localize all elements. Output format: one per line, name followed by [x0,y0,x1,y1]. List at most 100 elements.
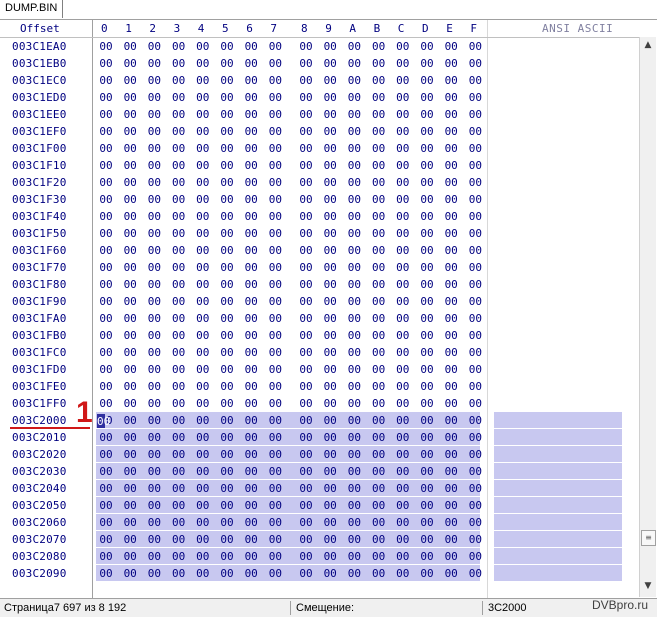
hex-byte[interactable]: 00 [147,448,162,461]
hex-byte[interactable]: 00 [371,210,386,223]
hex-byte[interactable]: 00 [268,40,283,53]
hex-byte[interactable]: 00 [196,312,210,325]
hex-byte[interactable]: 00 [323,550,337,563]
hex-byte[interactable]: 00 [371,142,386,155]
hex-byte[interactable]: 00 [147,482,162,495]
hex-byte[interactable]: 00 [171,533,186,546]
hex-byte[interactable]: 00 [147,312,162,325]
hex-byte[interactable]: 00 [420,261,434,274]
hex-byte[interactable]: 00 [196,346,210,359]
hex-byte[interactable]: 00 [444,159,458,172]
hex-byte[interactable]: 00 [444,380,458,393]
hex-byte[interactable]: 00 [444,74,458,87]
hex-byte[interactable]: 00 [347,210,362,223]
hex-byte[interactable]: 00 [468,40,483,53]
hex-byte[interactable]: 00 [99,346,113,359]
hex-byte[interactable]: 00 [299,40,313,53]
hex-byte[interactable]: 00 [468,516,483,529]
hex-byte[interactable]: 00 [123,125,137,138]
hex-byte[interactable]: 00 [468,465,483,478]
hex-byte[interactable]: 00 [99,380,113,393]
hex-byte[interactable]: 00 [123,397,137,410]
hex-byte[interactable]: 00 [123,363,137,376]
hex-byte[interactable]: 00 [468,108,483,121]
hex-byte[interactable]: 00 [268,261,283,274]
hex-byte[interactable]: 00 [171,482,186,495]
hex-byte[interactable]: 00 [268,414,283,427]
hex-byte[interactable]: 00 [147,159,162,172]
hex-byte[interactable]: 00 [468,380,483,393]
hex-byte[interactable]: 00 [468,312,483,325]
scroll-thumb[interactable]: ≡ [641,530,656,546]
hex-byte[interactable]: 00 [299,108,313,121]
hex-byte[interactable]: 00 [396,414,410,427]
hex-byte[interactable]: 00 [244,261,258,274]
hex-byte[interactable]: 00 [244,91,258,104]
hex-byte[interactable]: 00 [371,567,386,580]
hex-byte[interactable]: 00 [444,499,458,512]
hex-byte[interactable]: 00 [147,295,162,308]
hex-byte[interactable]: 00 [420,159,434,172]
hex-byte[interactable]: 00 [220,193,234,206]
hex-byte[interactable]: 00 [347,74,362,87]
hex-byte[interactable]: 00 [396,465,410,478]
hex-byte[interactable]: 00 [123,431,137,444]
hex-byte[interactable]: 00 [244,108,258,121]
hex-byte[interactable]: 00 [299,210,313,223]
hex-byte[interactable]: 00 [244,312,258,325]
hex-byte[interactable]: 00 [347,465,362,478]
hex-byte[interactable]: 00 [396,431,410,444]
hex-byte[interactable]: 00 [299,244,313,257]
hex-byte[interactable]: 00 [244,448,258,461]
hex-byte[interactable]: 00 [371,244,386,257]
hex-byte[interactable]: 00 [299,397,313,410]
hex-byte[interactable]: 00 [123,108,137,121]
hex-byte[interactable]: 00 [420,312,434,325]
hex-byte[interactable]: 00 [347,482,362,495]
hex-byte[interactable]: 00 [299,482,313,495]
hex-byte[interactable]: 00 [347,142,362,155]
hex-byte[interactable]: 00 [420,533,434,546]
hex-byte[interactable]: 00 [444,295,458,308]
hex-byte[interactable]: 00 [420,91,434,104]
hex-byte[interactable]: 00 [396,448,410,461]
hex-byte[interactable]: 00 [444,193,458,206]
hex-byte[interactable]: 00 [196,159,210,172]
hex-byte[interactable]: 00 [347,261,362,274]
hex-byte[interactable]: 00 [299,74,313,87]
hex-byte[interactable]: 00 [244,227,258,240]
hex-byte[interactable]: 00 [171,448,186,461]
hex-byte[interactable]: 00 [371,499,386,512]
hex-byte[interactable]: 00 [123,499,137,512]
hex-byte[interactable]: 00 [323,329,337,342]
hex-byte[interactable]: 00 [220,363,234,376]
hex-byte[interactable]: 00 [444,108,458,121]
hex-byte[interactable]: 00 [244,516,258,529]
hex-byte[interactable]: 00 [371,74,386,87]
hex-byte[interactable]: 00 [468,244,483,257]
hex-byte[interactable]: 00 [268,244,283,257]
hex-byte[interactable]: 00 [171,125,186,138]
hex-byte[interactable]: 00 [468,176,483,189]
hex-byte[interactable]: 00 [420,482,434,495]
hex-byte[interactable]: 00 [299,363,313,376]
hex-byte[interactable]: 00 [196,193,210,206]
hex-byte[interactable]: 00 [396,312,410,325]
hex-byte[interactable]: 00 [244,210,258,223]
hex-byte[interactable]: 00 [371,346,386,359]
hex-byte[interactable]: 00 [468,533,483,546]
hex-byte[interactable]: 00 [323,278,337,291]
hex-byte[interactable]: 00 [323,244,337,257]
hex-byte[interactable]: 00 [396,210,410,223]
hex-byte[interactable]: 00 [323,40,337,53]
hex-byte[interactable]: 00 [299,550,313,563]
hex-byte[interactable]: 00 [171,567,186,580]
hex-byte[interactable]: 00 [444,40,458,53]
hex-byte[interactable]: 00 [123,312,137,325]
hex-byte[interactable]: 00 [299,414,313,427]
hex-byte[interactable]: 00 [171,244,186,257]
hex-byte[interactable]: 00 [299,465,313,478]
hex-byte[interactable]: 00 [123,261,137,274]
hex-byte[interactable]: 00 [323,295,337,308]
hex-byte[interactable]: 00 [396,533,410,546]
